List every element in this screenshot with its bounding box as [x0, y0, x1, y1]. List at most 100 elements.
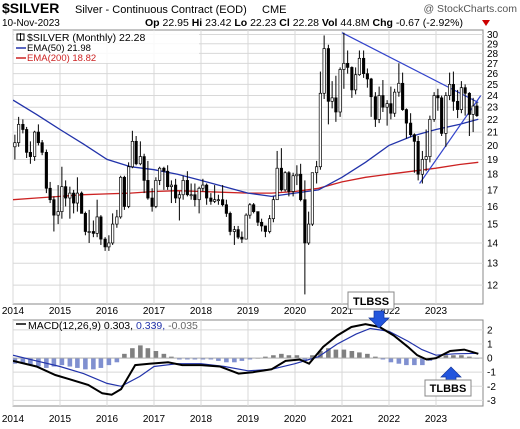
price-candle	[87, 209, 91, 243]
price-candle	[142, 153, 146, 194]
price-candle	[416, 136, 420, 181]
macd-histogram-bar	[59, 358, 65, 366]
macd-histogram-bar	[326, 348, 331, 359]
macd-histogram-bar	[412, 358, 417, 366]
price-candle	[338, 67, 342, 117]
price-candle	[115, 209, 119, 228]
price-candle	[299, 163, 303, 202]
price-y-tick-label: 30	[487, 30, 499, 41]
price-candle	[420, 150, 424, 184]
price-candle	[432, 92, 436, 122]
price-candle	[389, 86, 393, 120]
macd-y-tick-label: -3	[487, 396, 496, 407]
price-candle	[397, 63, 401, 97]
macd-histogram-bar	[279, 353, 284, 359]
price-candle	[369, 77, 373, 117]
price-candle	[440, 95, 444, 137]
annotation-tlbss-label: TLBSS	[353, 296, 389, 308]
price-candle	[138, 141, 142, 166]
price-candle	[189, 183, 193, 200]
price-candle	[185, 171, 189, 197]
price-y-tick-label: 26	[487, 69, 499, 80]
price-candle	[17, 116, 21, 147]
price-candle	[224, 199, 228, 217]
price-candle	[463, 84, 467, 116]
macd-x-tick-label: 2023	[425, 414, 448, 425]
price-y-tick-label: 24	[487, 91, 499, 102]
price-candle	[236, 225, 240, 240]
macd-histogram-bar	[114, 358, 120, 363]
macd-histogram-bar	[373, 356, 378, 359]
price-candle	[342, 32, 346, 89]
macd-histogram-bar	[169, 356, 174, 359]
price-x-tick-label: 2023	[425, 306, 448, 317]
price-candle	[150, 188, 154, 212]
macd-x-tick-label: 2019	[237, 414, 260, 425]
price-candle	[444, 92, 448, 147]
macd-histogram-bar	[192, 358, 198, 360]
annotation-tlbss: TLBSS	[347, 291, 395, 329]
price-candle	[279, 148, 283, 192]
price-candle	[354, 67, 358, 95]
macd-legend-signal: 0.339,	[136, 320, 165, 332]
macd-histogram-bar	[153, 351, 159, 359]
price-y-tick-label: 15	[487, 220, 499, 231]
price-candle	[263, 225, 267, 238]
price-y-tick-label: 28	[487, 49, 499, 60]
price-candle	[36, 124, 40, 146]
price-x-axis: 2014 2015 2016 2017 2018 2019 2020 2021 2022 2023	[2, 306, 448, 317]
price-y-tick-label: 14	[487, 238, 499, 249]
chart-symbol: $SILVER	[2, 0, 59, 16]
price-candle	[166, 165, 170, 190]
price-candle	[158, 166, 162, 186]
price-candle	[275, 150, 279, 201]
price-candle	[428, 115, 432, 163]
price-candle	[467, 92, 471, 137]
macd-histogram-bar	[20, 358, 26, 364]
trendline	[341, 32, 479, 104]
macd-legend-hist: -0.035	[168, 320, 198, 332]
price-candle	[103, 237, 107, 251]
macd-histogram-bar	[263, 356, 268, 359]
macd-y-tick-label: 1	[487, 339, 493, 350]
macd-histogram-bar	[28, 358, 33, 366]
macd-histogram-bar	[420, 358, 425, 366]
price-candle	[310, 172, 314, 226]
macd-histogram-bar	[271, 355, 276, 359]
macd-histogram-bar	[404, 358, 409, 366]
price-candle	[295, 165, 299, 186]
ohlc-readout: Op 22.95 Hi 23.42 Lo 22.23 Cl 22.28 Vol …	[145, 17, 463, 29]
price-candle	[303, 180, 307, 295]
macd-legend-macd: 0.303,	[104, 320, 133, 332]
macd-histogram-bar	[138, 345, 143, 359]
price-candle	[475, 102, 479, 117]
macd-histogram-bar	[357, 352, 362, 359]
macd-x-tick-label: 2021	[331, 414, 354, 425]
macd-histogram-bar	[232, 358, 237, 363]
price-candle	[134, 136, 138, 166]
macd-histogram-bar	[208, 358, 214, 360]
price-y-tick-label: 27	[487, 59, 499, 70]
price-candle	[271, 196, 275, 223]
price-candle	[64, 180, 68, 207]
price-x-tick-label: 2014	[2, 306, 25, 317]
macd-histogram-bar	[333, 349, 339, 359]
macd-histogram-bar	[91, 358, 96, 370]
macd-histogram-bar	[177, 358, 182, 360]
macd-histogram-bar	[51, 358, 57, 367]
ema50-line	[13, 99, 479, 198]
price-candle	[315, 160, 319, 184]
price-candle	[330, 81, 334, 109]
price-candle	[181, 175, 185, 200]
macd-histogram-bar	[467, 356, 472, 359]
price-candle	[252, 203, 256, 214]
price-candle	[80, 191, 84, 214]
price-candle	[232, 225, 236, 245]
macd-y-axis: -3 -2 -1 0 1 2	[487, 325, 496, 406]
macd-histogram-bar	[185, 358, 190, 360]
price-candle	[471, 97, 475, 133]
price-candle	[373, 92, 377, 127]
price-candle	[307, 211, 311, 245]
macd-histogram-bar	[365, 353, 370, 359]
